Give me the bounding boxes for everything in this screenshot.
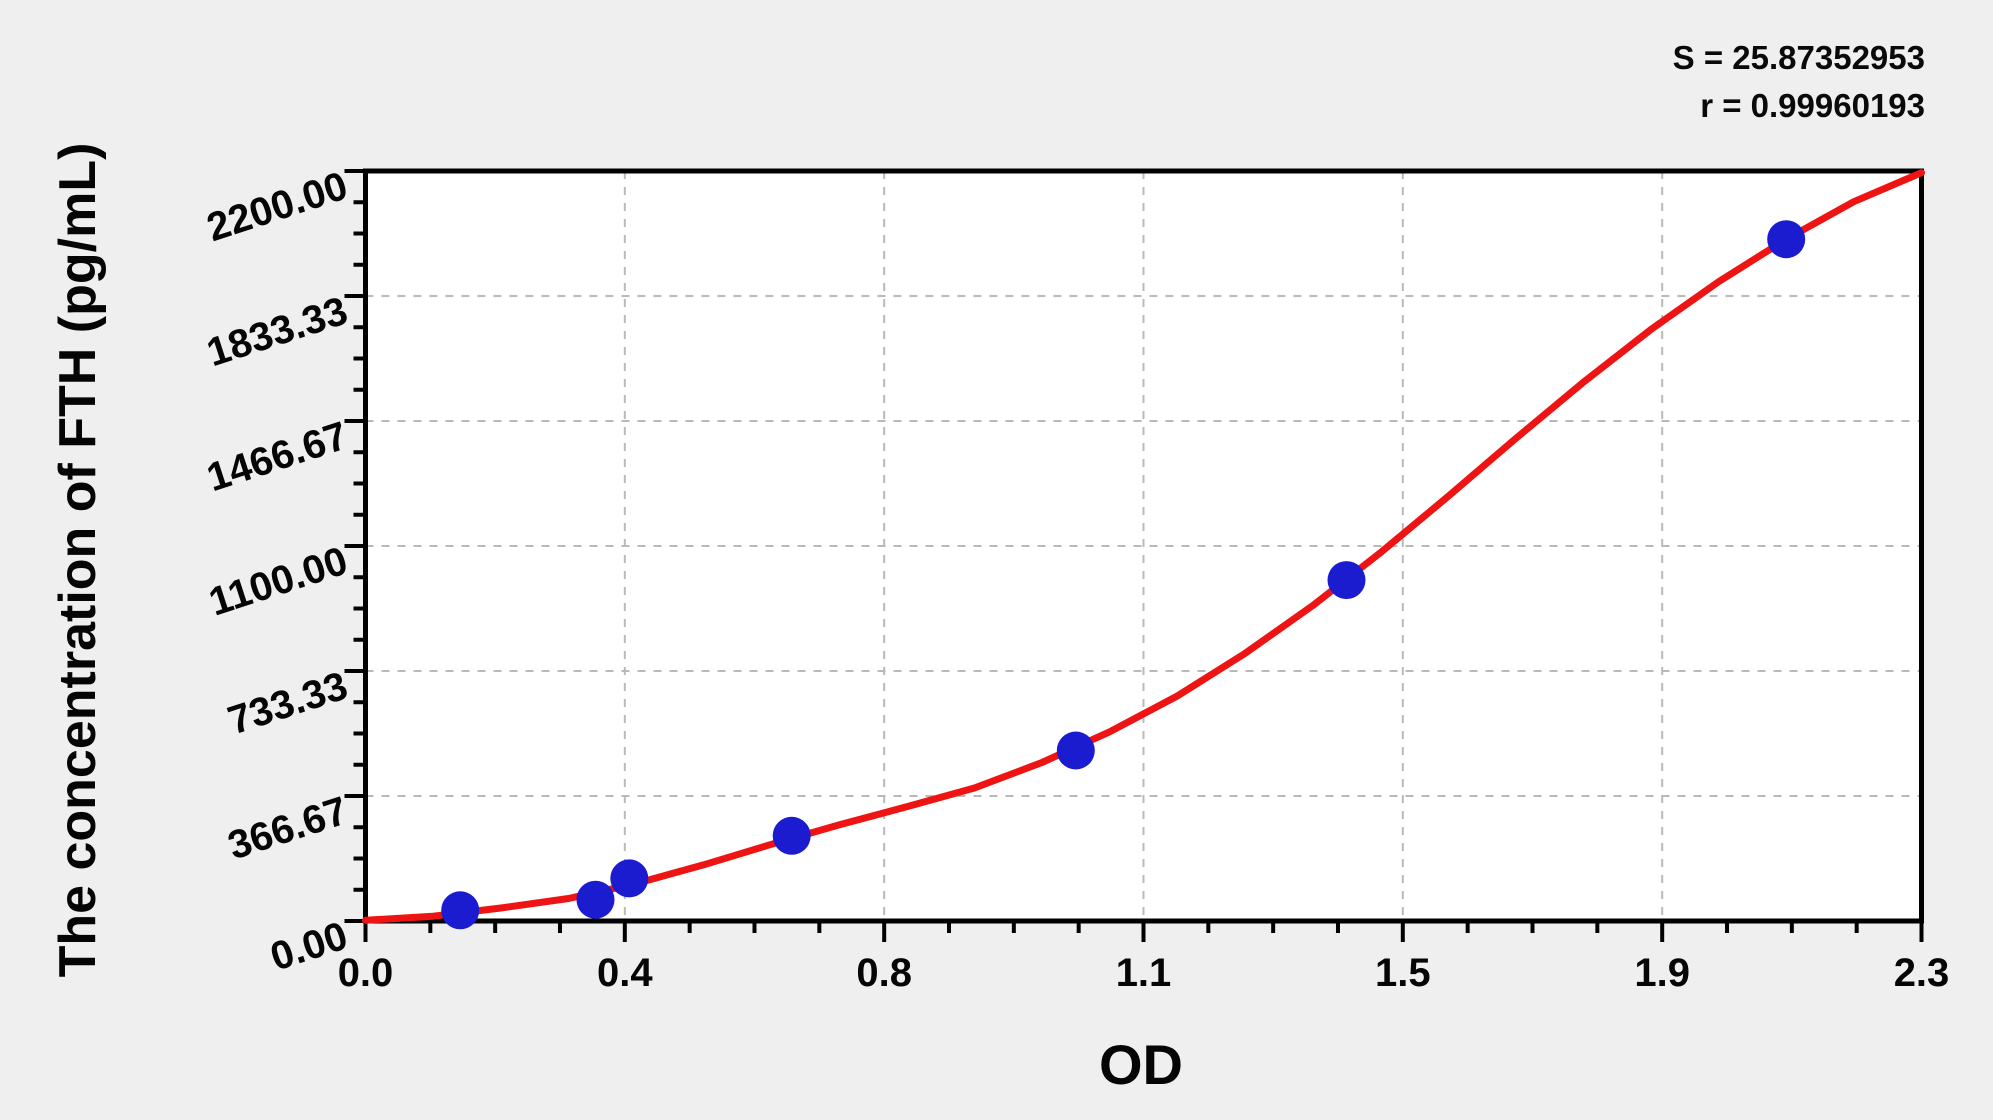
fit-statistic-r: r = 0.99960193 <box>1700 87 1925 124</box>
y-tick-label: 2200.00 <box>202 164 353 251</box>
x-tick-label: 0.8 <box>856 951 912 995</box>
data-point <box>610 859 649 898</box>
y-tick-label: 1466.67 <box>202 414 353 501</box>
data-point <box>1767 220 1806 259</box>
data-point <box>441 891 480 930</box>
x-tick-label: 0.4 <box>597 951 653 995</box>
y-axis-title: The concentration of FTH (pg/mL) <box>49 143 107 978</box>
data-point <box>576 880 615 919</box>
x-tick-label: 1.1 <box>1116 951 1172 995</box>
x-tick-label: 1.9 <box>1634 951 1690 995</box>
y-tick-label: 1100.00 <box>204 539 353 625</box>
y-tick-label: 366.67 <box>223 789 353 869</box>
y-tick-label: 1833.33 <box>202 289 353 376</box>
y-tick-label: 733.33 <box>223 664 353 744</box>
data-point <box>1056 731 1095 770</box>
x-axis-title: OD <box>1099 1033 1183 1096</box>
fit-statistic-s: S = 25.87352953 <box>1672 39 1925 76</box>
fit-statistics: S = 25.87352953 r = 0.99960193 <box>1673 34 1925 130</box>
plot-frame <box>363 168 1924 924</box>
data-point <box>1327 561 1366 600</box>
x-tick-label: 0.0 <box>338 951 394 995</box>
x-tick-label: 2.3 <box>1894 951 1950 995</box>
x-tick-label: 1.5 <box>1375 951 1431 995</box>
data-point <box>772 816 811 855</box>
